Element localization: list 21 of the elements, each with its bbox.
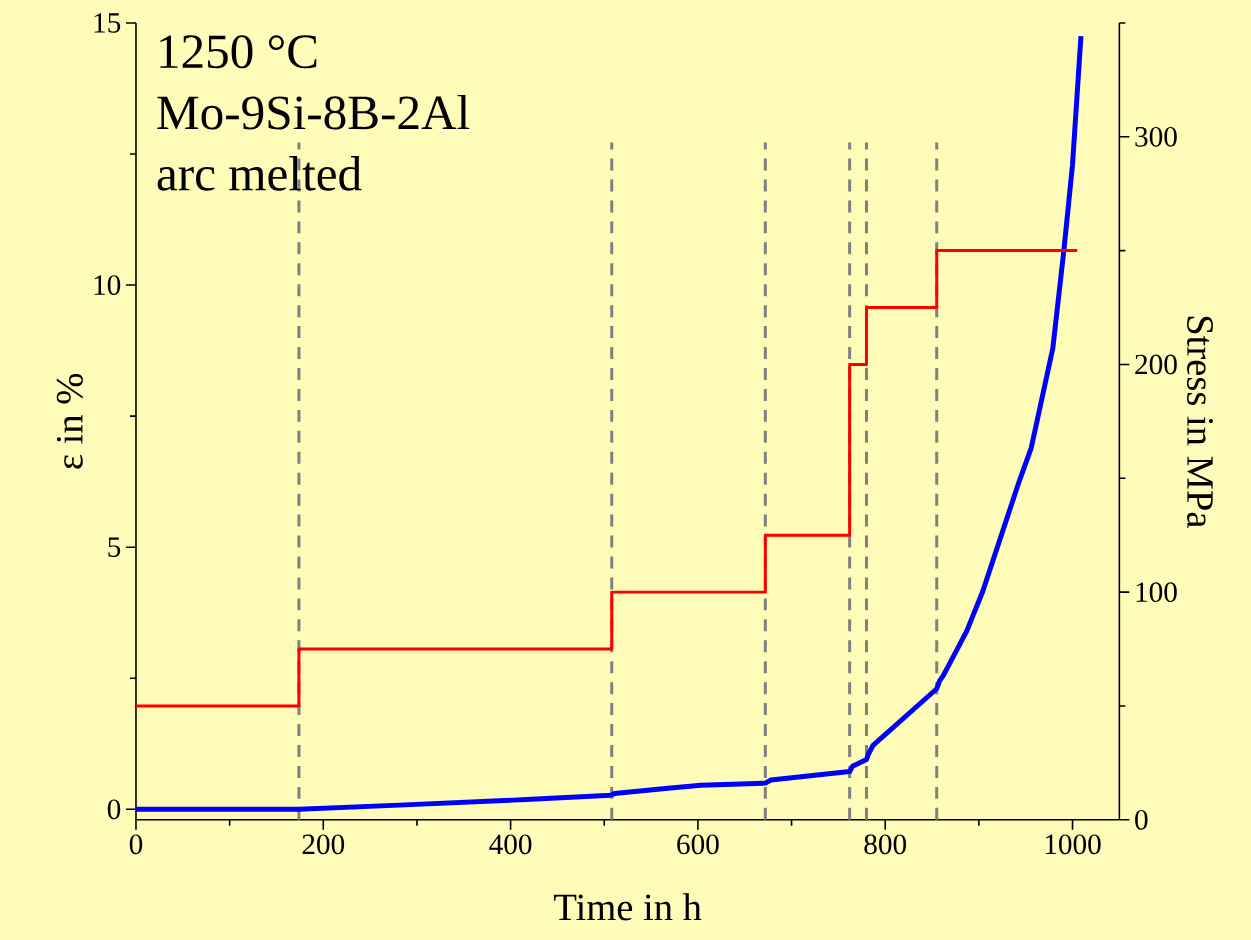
y2-tick-label: 0 bbox=[1135, 809, 1148, 830]
y-tick-label: 10 bbox=[94, 274, 121, 295]
line-series bbox=[133, 33, 1084, 812]
y-tick-label: 5 bbox=[108, 537, 121, 557]
y2-tick-label: 200 bbox=[1135, 354, 1177, 375]
y2-tick-label: 300 bbox=[1135, 126, 1177, 147]
x-axis-title: Time in h bbox=[554, 893, 702, 921]
x-tick-label: 600 bbox=[677, 834, 719, 854]
y-axis-title: ε in % bbox=[56, 373, 83, 469]
annotation: 1250 °C bbox=[160, 34, 317, 69]
annotation: arc melted bbox=[157, 155, 362, 191]
y-tick-label: 15 bbox=[94, 12, 121, 33]
annotation: Mo-9Si-8B-2Al bbox=[157, 94, 470, 130]
y2-tick-label: 100 bbox=[1136, 582, 1177, 602]
x-tick-label: 800 bbox=[864, 834, 907, 854]
y2-axis-title: Stress in MPa bbox=[1187, 316, 1213, 528]
x-tick-label: 1000 bbox=[1045, 834, 1101, 854]
x-tick-label: 0 bbox=[129, 834, 143, 854]
x-tick-label: 200 bbox=[302, 834, 345, 854]
x-tick-label: 400 bbox=[489, 834, 532, 854]
y-tick-label: 0 bbox=[107, 799, 121, 819]
